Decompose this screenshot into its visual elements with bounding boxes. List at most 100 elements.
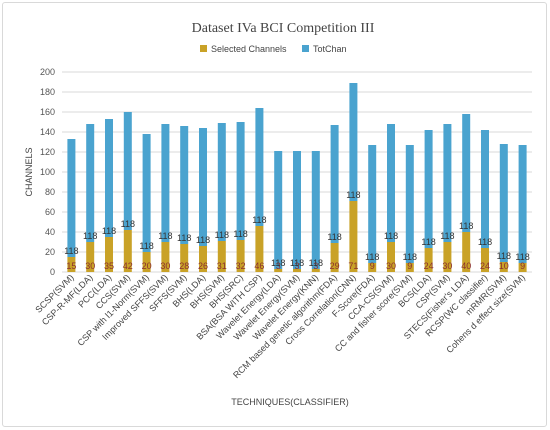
bar-selected-csp-r-mf-lda <box>86 242 95 272</box>
data-label-selected: 24 <box>480 261 490 271</box>
bar-totchan-wavelet-energy-svm <box>293 151 301 269</box>
data-label-totchan: 118 <box>327 232 341 242</box>
bar-selected-ccs-svm <box>123 230 132 272</box>
bar-totchan-cc-and-fisher-score-svm <box>405 145 414 263</box>
bar-totchan-pcc-lda <box>105 119 113 237</box>
bar-totchan-scsp-svm <box>67 139 76 257</box>
data-label-totchan: 118 <box>478 237 492 247</box>
bar-totchan-f-score-fda <box>368 145 377 263</box>
y-tick-label: 20 <box>45 247 55 257</box>
data-label-selected: 30 <box>160 261 170 271</box>
data-label-totchan: 118 <box>252 215 266 225</box>
data-label-selected: 28 <box>179 261 189 271</box>
data-label-totchan: 118 <box>177 233 191 243</box>
bar-selected-wavelet-energy-knn <box>311 269 320 272</box>
data-label-totchan: 118 <box>384 231 398 241</box>
data-label-totchan: 118 <box>102 226 116 236</box>
bar-totchan-stecs-fisher-s-lda <box>462 114 471 232</box>
bar-selected-rcsp-wc-classifier <box>481 248 489 272</box>
data-label-selected: 32 <box>236 261 246 271</box>
bar-totchan-bcs-lda <box>424 130 433 248</box>
data-label-totchan: 118 <box>215 230 229 240</box>
y-tick-label: 40 <box>45 227 55 237</box>
data-label-totchan: 118 <box>290 258 304 268</box>
data-label-totchan: 118 <box>64 246 78 256</box>
data-label-totchan: 118 <box>421 237 435 247</box>
legend-label-totchan: TotChan <box>313 44 347 54</box>
legend-swatch-totchan <box>302 45 309 52</box>
data-label-selected: 35 <box>104 261 114 271</box>
bar-selected-csp-svm <box>443 242 452 272</box>
gridlines <box>62 71 532 273</box>
y-tick-label: 100 <box>40 167 55 177</box>
data-label-totchan: 118 <box>121 219 135 229</box>
bar-totchan-rcsp-wc-classifier <box>481 130 489 248</box>
data-label-selected: 3 <box>313 261 318 271</box>
bar-selected-stecs-fisher-s-lda <box>462 232 471 272</box>
data-label-selected: 9 <box>407 261 412 271</box>
bar-totchan-bhs-lda <box>199 128 207 246</box>
data-label-totchan: 118 <box>440 231 454 241</box>
data-label-selected: 9 <box>520 261 525 271</box>
data-label-selected: 71 <box>348 261 358 271</box>
legend-swatch-selected-channels <box>200 45 207 52</box>
bar-selected-cohens-d-effect-size-svm <box>518 263 527 272</box>
bar-totchan-wavelet-energy-lda <box>274 151 283 269</box>
data-labels: 15 118 30 118 35 118 42 118 20 118 30 118 28 118 26 118… <box>64 190 530 271</box>
bar-totchan-bhs-src <box>236 122 245 240</box>
y-axis-tick-labels: 0 20 40 60 80 100 120 140 160 180 200 <box>40 67 55 277</box>
data-label-selected: 3 <box>276 261 281 271</box>
data-label-totchan: 118 <box>365 252 379 262</box>
x-axis-title: TECHNIQUES(CLASSIFIER) <box>231 397 349 407</box>
y-tick-label: 120 <box>40 147 55 157</box>
data-label-selected: 30 <box>442 261 452 271</box>
legend: Selected Channels TotChan <box>200 44 347 54</box>
data-label-totchan: 118 <box>403 252 417 262</box>
data-label-selected: 20 <box>142 261 152 271</box>
y-tick-label: 200 <box>40 67 55 77</box>
bar-selected-bhs-src <box>236 240 245 272</box>
y-tick-label: 80 <box>45 187 55 197</box>
bar-totchan-bsa-bsa-with-csp <box>255 108 264 226</box>
data-label-totchan: 118 <box>139 241 153 251</box>
y-tick-label: 0 <box>50 267 55 277</box>
bar-selected-mrmr-svm <box>499 262 508 272</box>
y-axis-title: CHANNELS <box>24 147 34 196</box>
chart-frame <box>2 2 547 427</box>
data-label-totchan: 118 <box>233 229 247 239</box>
bar-totchan-wavelet-energy-knn <box>311 151 320 269</box>
data-label-totchan: 118 <box>196 235 210 245</box>
data-label-selected: 3 <box>294 261 299 271</box>
bar-totchan-ccs-svm <box>123 112 132 230</box>
bar-selected-csp-with-l1-norm-svm <box>142 252 151 272</box>
bars <box>67 83 527 272</box>
data-label-selected: 15 <box>66 261 76 271</box>
data-label-totchan: 118 <box>83 231 97 241</box>
bar-selected-scsp-svm <box>67 257 76 272</box>
bar-selected-pcc-lda <box>105 237 113 272</box>
bar-totchan-cross-correlation-cnn <box>349 83 358 201</box>
bar-selected-bhs-svm <box>217 241 226 272</box>
bar-selected-cca-cs-svm <box>387 242 395 272</box>
bar-selected-f-score-fda <box>368 263 377 272</box>
bar-totchan-rcm-based-genetic-algorithm-fda <box>330 125 339 243</box>
data-label-selected: 46 <box>254 261 264 271</box>
bar-selected-cc-and-fisher-score-svm <box>405 263 414 272</box>
bar-totchan-mrmr-svm <box>499 144 508 262</box>
bar-totchan-cohens-d-effect-size-svm <box>518 145 527 263</box>
y-tick-label: 180 <box>40 87 55 97</box>
data-label-totchan: 118 <box>459 221 473 231</box>
bar-totchan-cca-cs-svm <box>387 124 395 242</box>
y-tick-label: 160 <box>40 107 55 117</box>
chart-title: Dataset IVa BCI Competition III <box>192 21 375 36</box>
data-label-totchan: 118 <box>309 258 323 268</box>
bar-totchan-csp-with-l1-norm-svm <box>142 134 151 252</box>
bar-totchan-sffs-svm <box>180 126 189 244</box>
legend-label-selected-channels: Selected Channels <box>211 44 287 54</box>
bar-totchan-csp-svm <box>443 124 452 242</box>
data-label-totchan: 118 <box>271 258 285 268</box>
data-label-totchan: 118 <box>346 190 360 200</box>
bar-totchan-csp-r-mf-lda <box>86 124 95 242</box>
data-label-totchan: 118 <box>158 231 172 241</box>
data-label-selected: 24 <box>424 261 434 271</box>
